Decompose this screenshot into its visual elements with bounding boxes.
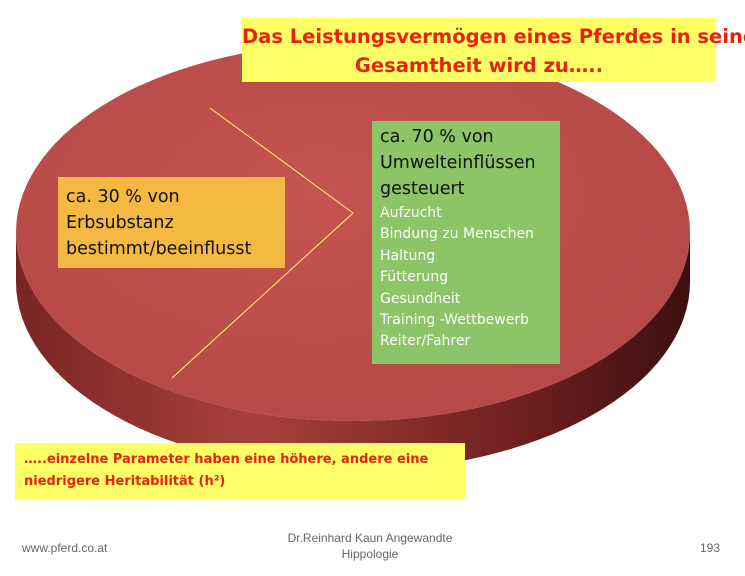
note-line-2: niedrigere Heritabilität (h²) [24,474,226,489]
slice-label-70-percent: ca. 70 % von Umwelteinflüssen gesteuert … [372,121,560,364]
factor-item: Bindung zu Menschen [380,226,534,243]
footer-author-line-1: Dr.Reinhard Kaun Angewandte [287,531,453,545]
factor-item: Gesundheit [380,290,461,307]
heritability-note: …..einzelne Parameter haben eine höhere,… [15,443,465,500]
note-line-1: …..einzelne Parameter haben eine höhere,… [24,452,429,467]
slice-30-line-2: Erbsubstanz [66,213,174,233]
slice-30-line-1: ca. 30 % von [66,187,180,207]
title-banner: Das Leistungsvermögen eines Pferdes in s… [242,18,745,82]
factor-item: Fütterung [380,269,449,286]
slide-number: 193 [700,541,721,555]
factor-item: Training -Wettbewerb [380,312,529,329]
title-line-2: Gesamtheit wird zu….. [354,54,604,77]
factor-item: Haltung [380,247,436,264]
title-line-1: Das Leistungsvermögen eines Pferdes in s… [242,25,745,48]
factor-item: Reiter/Fahrer [380,333,471,350]
slice-70-line-3: gesteuert [380,179,465,199]
slice-divider-line [171,107,354,379]
footer-website: www.pferd.co.at [22,541,108,555]
footer-author-line-2: Hippologie [341,547,399,561]
pie-side [16,232,690,471]
footer-author: Dr.Reinhard Kaun Angewandte Hippologie [275,530,465,562]
slice-label-30-percent: ca. 30 % von Erbsubstanz bestimmt/beeinf… [58,177,285,268]
slice-70-line-1: ca. 70 % von [380,127,494,147]
environment-factor-list: Aufzucht Bindung zu Menschen Haltung Füt… [380,203,560,353]
slice-70-line-2: Umwelteinflüssen [380,153,536,173]
slice-30-line-3: bestimmt/beeinflusst [66,239,252,259]
factor-item: Aufzucht [380,205,442,221]
